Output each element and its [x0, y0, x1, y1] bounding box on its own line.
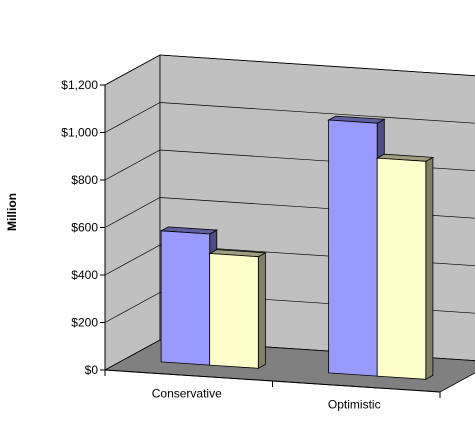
y-tick-label: $1,000 — [61, 126, 98, 140]
y-tick-label: $0 — [85, 363, 99, 377]
bar-front — [376, 157, 427, 380]
y-axis: $0 $200 $400 $600 $800 $1,000 $1,200 — [61, 78, 106, 377]
gridline — [104, 54, 475, 86]
x-tick-label: Optimistic — [328, 398, 381, 412]
bar — [159, 226, 219, 366]
x-axis: Conservative Optimistic — [104, 369, 441, 412]
gridline — [104, 102, 475, 133]
bar-front — [209, 253, 259, 369]
bar-side — [257, 252, 266, 369]
y-axis-label: Million — [5, 193, 19, 231]
bar-front — [160, 230, 211, 366]
y-tick-label: $1,200 — [61, 78, 98, 92]
bar-side — [425, 156, 434, 380]
y-tick-label: $200 — [71, 316, 98, 330]
y-tick-label: $600 — [71, 221, 98, 235]
y-tick-label: $400 — [71, 268, 98, 282]
bar-front — [328, 119, 378, 377]
bars — [159, 115, 435, 380]
bar — [375, 153, 435, 380]
y-tick-label: $800 — [71, 173, 98, 187]
bar — [208, 249, 267, 369]
x-tick-label: Conservative — [152, 387, 222, 401]
bar — [327, 115, 386, 377]
